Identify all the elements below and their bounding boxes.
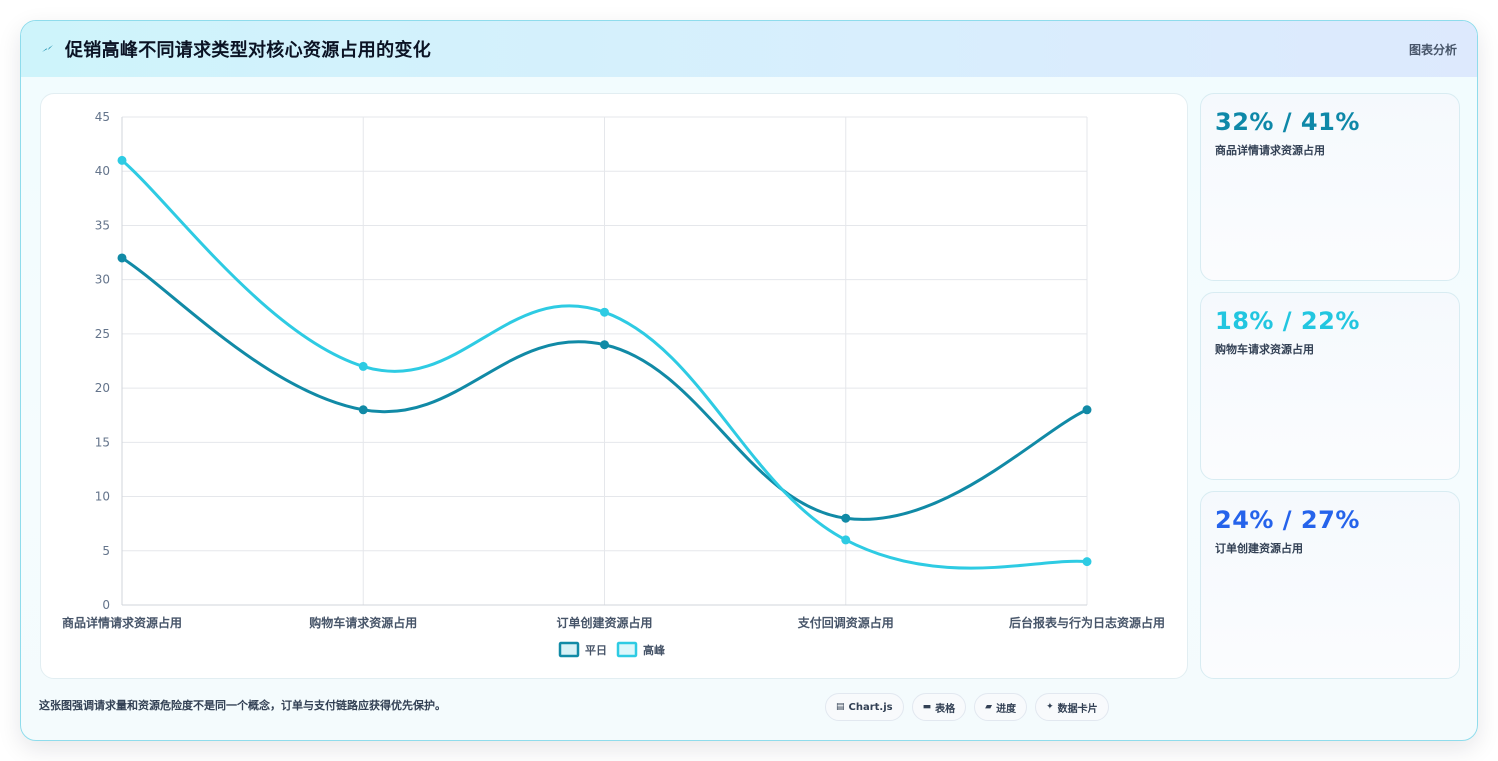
legend-label: 平日 <box>585 644 607 657</box>
chip-progress[interactable]: ▰ 进度 <box>974 693 1028 721</box>
chart-analysis-link[interactable]: 图表分析 <box>1408 42 1457 57</box>
chip-label: 数据卡片 <box>1057 703 1098 715</box>
x-tick-label: 购物车请求资源占用 <box>309 615 417 630</box>
data-point <box>1082 405 1092 415</box>
chip-label: Chart.js <box>848 701 893 713</box>
kpi-label: 订单创建资源占用 <box>1215 542 1303 555</box>
card-header: 促销高峰不同请求类型对核心资源占用的变化 图表分析 <box>21 21 1477 77</box>
chip-chartjs[interactable]: ▤ Chart.js <box>825 693 904 721</box>
legend-swatch <box>616 641 638 658</box>
y-tick-label: 40 <box>95 164 110 178</box>
progress-icon: ▰ <box>985 702 993 712</box>
view-chips: ▤ Chart.js ▬ 表格 ▰ 进度 ✦ 数据卡片 <box>825 693 1109 721</box>
x-tick-label: 订单创建资源占用 <box>556 615 652 630</box>
chart-panel: 0 5 10 15 20 25 30 35 40 45 商品详情请求资源占用 购物车请求资源占用 订单创… <box>40 93 1188 679</box>
kpi-value: 24% / 27% <box>1215 506 1360 534</box>
kpi-card-product-detail: 32% / 41% 商品详情请求资源占用 <box>1200 93 1460 281</box>
kpi-label: 商品详情请求资源占用 <box>1215 144 1325 157</box>
y-tick-label: 35 <box>95 218 110 232</box>
kpi-value: 18% / 22% <box>1215 307 1360 335</box>
x-tick-label: 后台报表与行为日志资源占用 <box>1009 615 1165 630</box>
y-tick-label: 5 <box>102 544 110 558</box>
chart-card: 促销高峰不同请求类型对核心资源占用的变化 图表分析 0 5 10 15 20 25 30 35… <box>20 20 1478 741</box>
data-point <box>600 340 609 350</box>
y-tick-label: 45 <box>95 110 110 124</box>
data-point <box>358 361 368 371</box>
lightning-icon <box>42 45 53 52</box>
kpi-card-order: 24% / 27% 订单创建资源占用 <box>1200 491 1460 679</box>
page-title: 促销高峰不同请求类型对核心资源占用的变化 <box>65 40 431 61</box>
y-tick-label: 10 <box>95 490 110 504</box>
line-chart: 0 5 10 15 20 25 30 35 40 45 商品详情请求资源占用 购物车请求资源占用 订单创… <box>62 110 1165 658</box>
card-icon: ✦ <box>1046 702 1054 712</box>
data-point <box>358 405 368 415</box>
data-point <box>600 307 609 317</box>
chart-icon: ▤ <box>836 702 845 712</box>
data-point <box>841 535 851 545</box>
chip-data-card[interactable]: ✦ 数据卡片 <box>1035 693 1109 721</box>
title-wrap: 促销高峰不同请求类型对核心资源占用的变化 <box>41 36 431 62</box>
chip-label: 进度 <box>996 703 1017 715</box>
y-tick-label: 15 <box>95 435 110 449</box>
data-point <box>117 155 127 165</box>
data-point <box>841 513 851 523</box>
y-tick-label: 25 <box>95 327 110 341</box>
y-tick-label: 30 <box>95 273 110 287</box>
legend-swatch <box>558 641 580 658</box>
y-tick-label: 0 <box>102 598 110 612</box>
footer-note: 这张图强调请求量和资源危险度不是同一个概念，订单与支付链路应获得优先保护。 <box>39 699 446 712</box>
kpi-card-cart: 18% / 22% 购物车请求资源占用 <box>1200 292 1460 480</box>
x-tick-label: 支付回调资源占用 <box>797 615 894 630</box>
x-tick-label: 商品详情请求资源占用 <box>62 615 182 630</box>
chip-label: 表格 <box>935 703 956 715</box>
kpi-value: 32% / 41% <box>1215 108 1360 136</box>
chip-table[interactable]: ▬ 表格 <box>911 693 967 721</box>
data-point <box>1082 557 1092 567</box>
legend-label: 高峰 <box>643 643 666 657</box>
table-icon: ▬ <box>922 702 932 712</box>
kpi-label: 购物车请求资源占用 <box>1215 343 1314 356</box>
y-tick-label: 20 <box>95 381 110 395</box>
data-point <box>117 253 127 263</box>
